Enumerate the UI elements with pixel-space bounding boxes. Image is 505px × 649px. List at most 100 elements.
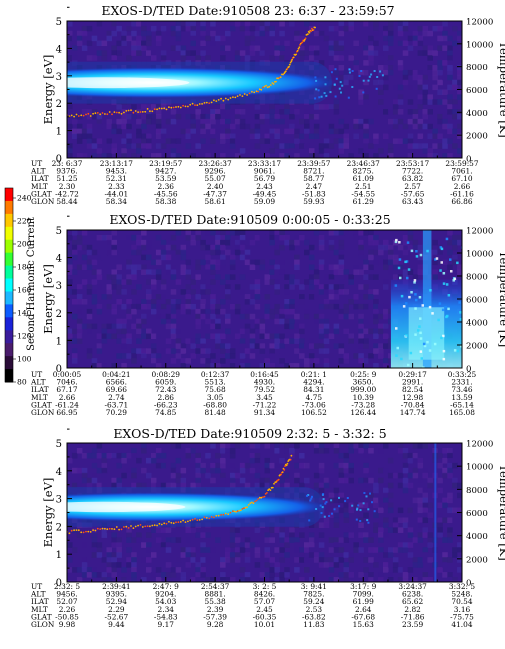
temperature-point: [120, 112, 123, 115]
ephemeris-value: 2:54:37: [201, 582, 230, 591]
ephemeris-value: -57.65: [401, 189, 425, 198]
temperature-point: [137, 111, 140, 113]
ephemeris-value: 57.07: [254, 597, 275, 606]
ephemeris-value: 58.34: [106, 197, 127, 206]
ephemeris-row-label: MLT: [31, 182, 48, 191]
temperature-point: [268, 488, 271, 490]
temperature-point: [205, 517, 208, 519]
temperature-point: [89, 531, 92, 533]
temperature-point: [203, 102, 206, 104]
temperature-point: [175, 106, 177, 108]
temperature-point: [163, 522, 166, 525]
energy-band: [67, 492, 328, 522]
ephemeris-value: -63.71: [105, 400, 129, 409]
ephemeris-value: -45.56: [154, 189, 178, 198]
y2-axis-label: Temperature [K]: [497, 251, 505, 348]
temperature-point: [244, 506, 247, 509]
temperature-point: [239, 94, 241, 96]
ephemeris-value: 0:33:25: [448, 370, 477, 379]
temperature-point: [151, 524, 154, 527]
ephemeris-row-label: ILAT: [31, 385, 49, 394]
y-tick-label: 3: [56, 72, 62, 83]
y-tick-label: 2: [56, 309, 62, 320]
colorbar-tick-label: 80: [17, 378, 27, 387]
ephemeris-value: 74.85: [155, 408, 176, 417]
temperature-point: [290, 60, 293, 63]
ephemeris-value: 61.29: [353, 197, 374, 206]
ephemeris-value: 59.93: [303, 197, 324, 206]
temperature-point: [172, 106, 175, 109]
temperature-point: [92, 112, 94, 115]
ephemeris-value: 67.17: [56, 385, 77, 394]
temperature-point: [298, 46, 301, 49]
temperature-point: [255, 499, 258, 502]
colorbar-swatch: [5, 265, 13, 280]
temperature-point: [104, 113, 106, 115]
y2-tick-label: 2000: [466, 132, 488, 142]
temperature-point: [123, 526, 125, 528]
ephemeris-value: 8721.: [303, 167, 324, 176]
ephemeris-value: 2.66: [59, 393, 76, 402]
ephemeris-row-label: MLT: [31, 605, 48, 614]
colorbar-swatch: [5, 200, 13, 215]
temperature-point: [187, 105, 189, 108]
temperature-point: [227, 98, 230, 101]
temperature-point: [75, 113, 78, 116]
ephemeris-value: 2.74: [108, 393, 125, 402]
ephemeris-value: 2.36: [158, 182, 175, 191]
temperature-point: [243, 93, 246, 95]
temperature-point: [85, 530, 87, 533]
temperature-point: [113, 528, 116, 531]
temperature-point: [144, 525, 147, 528]
ephemeris-value: 9.44: [108, 620, 125, 629]
ephemeris-value: 52.31: [106, 174, 127, 183]
temperature-point: [141, 526, 144, 528]
temperature-point: [215, 514, 218, 517]
ephemeris-value: -61.24: [55, 400, 79, 409]
temperature-point: [273, 482, 275, 485]
ephemeris-value: 61.99: [353, 597, 374, 606]
temperature-point: [263, 85, 266, 88]
ephemeris-value: 23:33:17: [248, 159, 281, 168]
temperature-point: [127, 109, 130, 112]
ephemeris-value: 63.43: [402, 197, 423, 206]
y-tick-label: 5: [56, 226, 62, 237]
temperature-point: [312, 29, 315, 31]
ephemeris-value: 23:59:57: [445, 159, 478, 168]
temperature-point: [160, 523, 163, 526]
temperature-point: [295, 53, 297, 56]
panel-2-spectrogram: [67, 230, 462, 368]
temperature-point: [149, 110, 151, 113]
temperature-point: [149, 525, 151, 528]
temperature-point: [286, 67, 289, 70]
ephemeris-value: 3:17: 9: [350, 582, 376, 591]
y2-tick-label: 2000: [466, 555, 488, 565]
temperature-point: [222, 99, 225, 102]
temperature-point: [182, 104, 185, 107]
temperature-point: [196, 104, 199, 106]
temperature-point: [151, 110, 154, 113]
temperature-point: [251, 501, 253, 504]
ephemeris-value: 65.62: [402, 597, 423, 606]
colorbar-swatch: [5, 188, 13, 202]
temperature-point: [282, 73, 284, 76]
temperature-point: [94, 529, 97, 532]
ephemeris-value: 7061.: [451, 167, 472, 176]
ephemeris-value: 2.57: [404, 182, 421, 191]
temperature-point: [132, 111, 135, 114]
temperature-point: [292, 56, 295, 59]
temperature-point: [75, 529, 78, 531]
ephemeris-row-label: ILAT: [31, 597, 49, 606]
temperature-point: [208, 102, 211, 104]
ephemeris-value: 9.98: [59, 620, 76, 629]
ephemeris-value: 2.33: [108, 182, 125, 191]
temperature-point: [267, 489, 269, 492]
y-tick-label: 0: [56, 154, 62, 165]
ephemeris-value: 23:13:17: [100, 159, 133, 168]
temperature-point: [77, 115, 80, 117]
ephemeris-value: 2:39:41: [102, 582, 131, 591]
temperature-point: [111, 113, 113, 116]
ephemeris-value: 106.52: [301, 408, 327, 417]
y-tick-label: 3: [56, 281, 62, 292]
y2-tick-label: 4000: [466, 532, 488, 542]
